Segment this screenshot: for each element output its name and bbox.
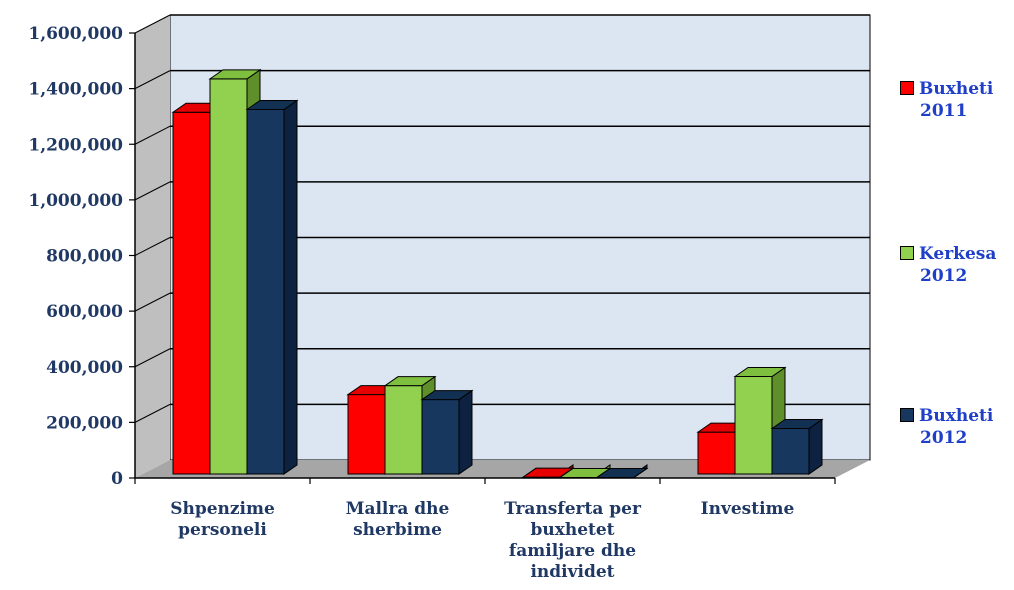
bar (697, 431, 736, 475)
x-tick-label: Transferta per buxhetet familjare dhe indiv… (504, 499, 642, 582)
bar (246, 108, 285, 475)
y-tick-label: 1,000,000 (28, 191, 123, 211)
legend-swatch (900, 246, 914, 260)
y-tick-label: 800,000 (46, 247, 123, 267)
legend-swatch (900, 408, 914, 422)
y-tick-label: 600,000 (46, 302, 123, 322)
gridline-side (134, 181, 171, 201)
legend-item: Kerkesa 2012 (900, 243, 996, 287)
x-tick-label: Mallra dhe sherbime (346, 499, 450, 540)
legend-item: Buxheti 2012 (900, 405, 993, 449)
bar (421, 399, 460, 475)
x-tick-label: Shpenzime personeli (170, 499, 275, 540)
bar (734, 375, 773, 475)
y-tick-label: 400,000 (46, 358, 123, 378)
bar (384, 385, 423, 475)
legend-label: Kerkesa (919, 244, 997, 264)
y-tick-label: 200,000 (46, 413, 123, 433)
gridline-side (134, 14, 171, 34)
bar-top (733, 366, 787, 377)
legend-label: 2011 (920, 101, 968, 121)
bar-side (458, 389, 473, 475)
bar (347, 394, 386, 475)
y-tick-label: 1,600,000 (28, 24, 123, 44)
bar-top (770, 418, 824, 429)
bar-top (595, 467, 649, 478)
bar (209, 78, 248, 475)
gridline-side (134, 403, 171, 423)
legend-label: Buxheti (919, 406, 994, 426)
bar (172, 111, 211, 475)
bar-top (420, 390, 474, 401)
legend-label: 2012 (920, 428, 968, 448)
bar (771, 427, 810, 475)
gridline-side (134, 292, 171, 312)
legend-label: 2012 (920, 266, 968, 286)
legend-label: Buxheti (919, 79, 994, 99)
y-tick-label: 1,400,000 (28, 80, 123, 100)
y-tick-label: 1,200,000 (28, 135, 123, 155)
bar-top (245, 99, 299, 110)
legend-item: Buxheti 2011 (900, 78, 993, 122)
x-tick-label: Investime (701, 499, 795, 519)
floor (135, 460, 870, 478)
gridline-side (134, 70, 171, 90)
gridline-side (134, 237, 171, 256)
gridline-side (134, 125, 171, 145)
bar-top (383, 376, 437, 387)
legend-swatch (900, 81, 914, 95)
y-tick-label: 0 (111, 469, 123, 489)
bar-top (208, 69, 262, 80)
bar-side (283, 99, 298, 475)
gridline-side (134, 348, 171, 368)
